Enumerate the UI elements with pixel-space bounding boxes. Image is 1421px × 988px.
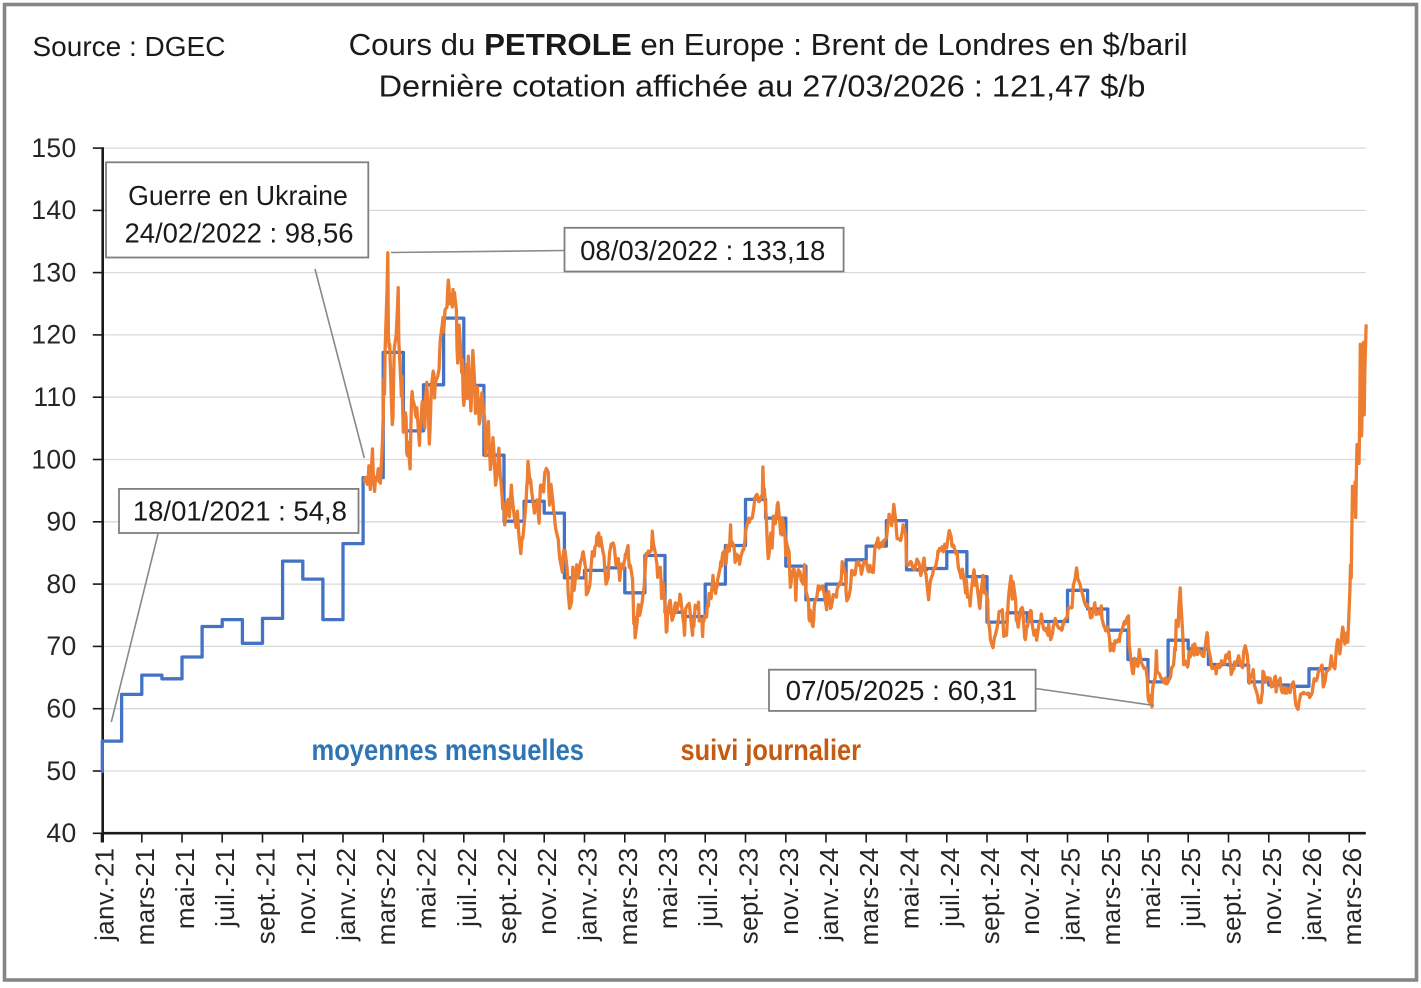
svg-text:moyennes mensuelles: moyennes mensuelles xyxy=(312,734,585,767)
svg-text:mai-22: mai-22 xyxy=(412,848,442,930)
svg-text:mars-22: mars-22 xyxy=(371,848,401,946)
svg-text:janv.-24: janv.-24 xyxy=(814,848,844,942)
svg-text:juil.-24: juil.-24 xyxy=(935,848,965,928)
svg-text:janv.-22: janv.-22 xyxy=(331,848,361,942)
svg-text:nov.-22: nov.-22 xyxy=(532,848,562,935)
svg-text:70: 70 xyxy=(46,631,76,661)
svg-text:nov.-23: nov.-23 xyxy=(774,848,804,935)
svg-text:nov.-25: nov.-25 xyxy=(1257,848,1287,935)
svg-text:07/05/2025 : 60,31: 07/05/2025 : 60,31 xyxy=(786,675,1017,706)
svg-text:sept.-23: sept.-23 xyxy=(734,848,764,945)
svg-text:nov.-21: nov.-21 xyxy=(291,848,321,935)
svg-text:janv.-21: janv.-21 xyxy=(90,848,120,942)
svg-text:Dernière cotation affichée au: Dernière cotation affichée au 27/03/2026… xyxy=(379,69,1146,104)
svg-text:sept.-25: sept.-25 xyxy=(1217,848,1247,945)
svg-text:mai-24: mai-24 xyxy=(895,848,925,930)
svg-text:janv.-26: janv.-26 xyxy=(1297,848,1327,942)
svg-text:mars-23: mars-23 xyxy=(613,848,643,946)
svg-text:janv.-23: janv.-23 xyxy=(573,848,603,942)
svg-text:mai-23: mai-23 xyxy=(653,848,683,930)
svg-text:24/02/2022 : 98,56: 24/02/2022 : 98,56 xyxy=(125,217,354,248)
svg-text:110: 110 xyxy=(33,382,76,412)
svg-text:juil.-22: juil.-22 xyxy=(452,848,482,928)
svg-text:juil.-21: juil.-21 xyxy=(210,848,240,928)
svg-text:08/03/2022 : 133,18: 08/03/2022 : 133,18 xyxy=(580,235,825,266)
svg-text:120: 120 xyxy=(31,320,76,350)
svg-text:mars-24: mars-24 xyxy=(854,848,884,946)
svg-text:sept.-22: sept.-22 xyxy=(492,848,522,945)
svg-text:140: 140 xyxy=(31,195,76,225)
svg-text:janv.-25: janv.-25 xyxy=(1056,848,1086,942)
svg-text:18/01/2021 : 54,8: 18/01/2021 : 54,8 xyxy=(133,496,347,527)
svg-text:sept.-24: sept.-24 xyxy=(975,848,1005,945)
svg-text:Guerre en Ukraine: Guerre en Ukraine xyxy=(128,180,348,211)
svg-text:juil.-23: juil.-23 xyxy=(693,848,723,928)
svg-text:130: 130 xyxy=(31,257,76,287)
svg-text:nov.-24: nov.-24 xyxy=(1015,848,1045,935)
svg-text:Cours du PETROLE en Europe : B: Cours du PETROLE en Europe : Brent de Lo… xyxy=(349,27,1188,62)
svg-text:60: 60 xyxy=(46,694,76,724)
svg-text:mai-25: mai-25 xyxy=(1136,848,1166,930)
svg-text:mars-26: mars-26 xyxy=(1337,848,1367,946)
svg-text:50: 50 xyxy=(46,756,76,786)
svg-text:Source : DGEC: Source : DGEC xyxy=(33,31,226,62)
svg-text:40: 40 xyxy=(46,818,76,848)
svg-text:mars-21: mars-21 xyxy=(130,848,160,946)
svg-text:150: 150 xyxy=(31,133,76,163)
svg-text:90: 90 xyxy=(46,507,76,537)
svg-text:100: 100 xyxy=(31,444,76,474)
svg-text:mars-25: mars-25 xyxy=(1096,848,1126,946)
svg-text:suivi journalier: suivi journalier xyxy=(681,734,862,767)
svg-text:80: 80 xyxy=(46,569,76,599)
svg-text:mai-21: mai-21 xyxy=(170,848,200,930)
svg-text:juil.-25: juil.-25 xyxy=(1176,848,1206,928)
svg-text:sept.-21: sept.-21 xyxy=(251,848,281,945)
